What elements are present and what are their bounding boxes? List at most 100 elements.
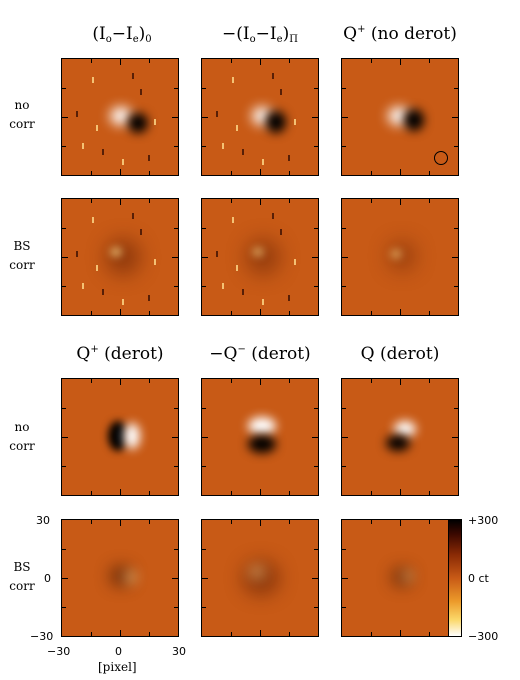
tick-mark	[314, 286, 318, 287]
title-text: (no derot)	[365, 24, 457, 44]
title-sup: −	[237, 344, 246, 355]
image-feature	[128, 113, 148, 133]
image-feature	[242, 560, 280, 596]
tick-mark	[62, 117, 68, 118]
tick-mark	[260, 199, 261, 205]
tick-mark	[342, 578, 348, 579]
tick-mark	[289, 59, 290, 63]
tick-mark	[429, 379, 430, 383]
speckle	[96, 265, 98, 271]
title-text: (I	[92, 24, 106, 44]
tick-mark	[260, 59, 261, 65]
tick-mark	[342, 228, 346, 229]
tick-mark	[260, 169, 261, 175]
tick-mark	[289, 520, 290, 524]
tick-mark	[342, 437, 348, 438]
tick-mark	[400, 520, 401, 526]
tick-mark	[202, 117, 208, 118]
row-label-line: corr	[9, 117, 35, 131]
title-io-ie-pi: −(Io−Ie)Π	[190, 24, 330, 45]
colorbar-max-label: +300	[468, 514, 499, 527]
tick-mark	[289, 199, 290, 203]
panel-q-derot-bs-corr	[341, 519, 459, 637]
row-label-line: no	[14, 420, 30, 434]
image-feature	[110, 107, 132, 125]
tick-mark	[231, 171, 232, 175]
tick-mark	[312, 437, 318, 438]
image-feature	[392, 568, 412, 586]
tick-mark	[202, 437, 208, 438]
tick-mark	[120, 169, 121, 175]
panel-io-ie-0-bs-corr	[61, 198, 179, 316]
speckle	[140, 89, 142, 95]
tick-mark	[91, 171, 92, 175]
tick-mark	[429, 311, 430, 315]
tick-mark	[260, 630, 261, 636]
speckle	[76, 251, 78, 257]
tick-mark	[400, 489, 401, 495]
tick-mark	[429, 491, 430, 495]
tick-mark	[149, 311, 150, 315]
title-qplus-derot: Q+ (derot)	[50, 344, 190, 364]
tick-mark	[62, 549, 66, 550]
tick-mark	[62, 466, 66, 467]
title-text: (derot)	[245, 344, 311, 364]
speckle	[222, 283, 224, 289]
tick-mark	[314, 607, 318, 608]
image-feature	[390, 249, 402, 259]
tick-mark	[62, 88, 66, 89]
image-feature	[124, 423, 140, 449]
speckle	[272, 213, 274, 219]
title-text: −Q	[209, 344, 238, 364]
panel-qplus-nodrot-bs-corr	[341, 198, 459, 316]
tick-mark	[314, 408, 318, 409]
title-sub: e	[132, 34, 139, 45]
image-feature	[388, 241, 416, 271]
tick-mark	[149, 59, 150, 63]
image-feature	[124, 570, 138, 584]
tick-mark	[62, 607, 66, 608]
tick-mark	[342, 146, 346, 147]
tick-mark	[400, 169, 401, 175]
title-text: )	[282, 24, 290, 44]
tick-mark	[260, 309, 261, 315]
tick-mark	[231, 379, 232, 383]
image-feature	[108, 421, 128, 451]
y-tick-mid: 0	[44, 572, 51, 585]
speckle	[242, 289, 244, 295]
tick-mark	[172, 437, 178, 438]
row-label-line: corr	[9, 579, 35, 593]
tick-mark	[120, 379, 121, 385]
speckle	[102, 149, 104, 155]
tick-mark	[400, 309, 401, 315]
panel-io-ie-0-no-corr	[61, 58, 179, 176]
speckle	[148, 155, 150, 161]
tick-mark	[120, 489, 121, 495]
title-text: −I	[111, 24, 133, 44]
row-label-bs-corr-top: BS corr	[0, 237, 44, 275]
speckle	[222, 143, 224, 149]
image-feature	[404, 109, 424, 131]
row-label-bs-corr-bottom: BS corr	[0, 558, 44, 596]
row-label-no-corr-bottom: no corr	[0, 418, 44, 456]
tick-mark	[314, 228, 318, 229]
tick-mark	[202, 578, 208, 579]
tick-mark	[454, 466, 458, 467]
image-feature	[252, 247, 264, 257]
tick-mark	[400, 199, 401, 205]
image-feature	[248, 417, 276, 435]
tick-mark	[342, 117, 348, 118]
tick-mark	[202, 286, 206, 287]
title-sup: +	[90, 344, 99, 355]
title-text: −(I	[222, 24, 250, 44]
tick-mark	[149, 379, 150, 383]
tick-mark	[91, 311, 92, 315]
title-qminus-derot: −Q− (derot)	[190, 344, 330, 364]
tick-mark	[312, 117, 318, 118]
tick-mark	[231, 632, 232, 636]
tick-mark	[172, 117, 178, 118]
title-text: (derot)	[98, 344, 164, 364]
speckle	[122, 159, 124, 165]
tick-mark	[202, 228, 206, 229]
speckle	[148, 295, 150, 301]
